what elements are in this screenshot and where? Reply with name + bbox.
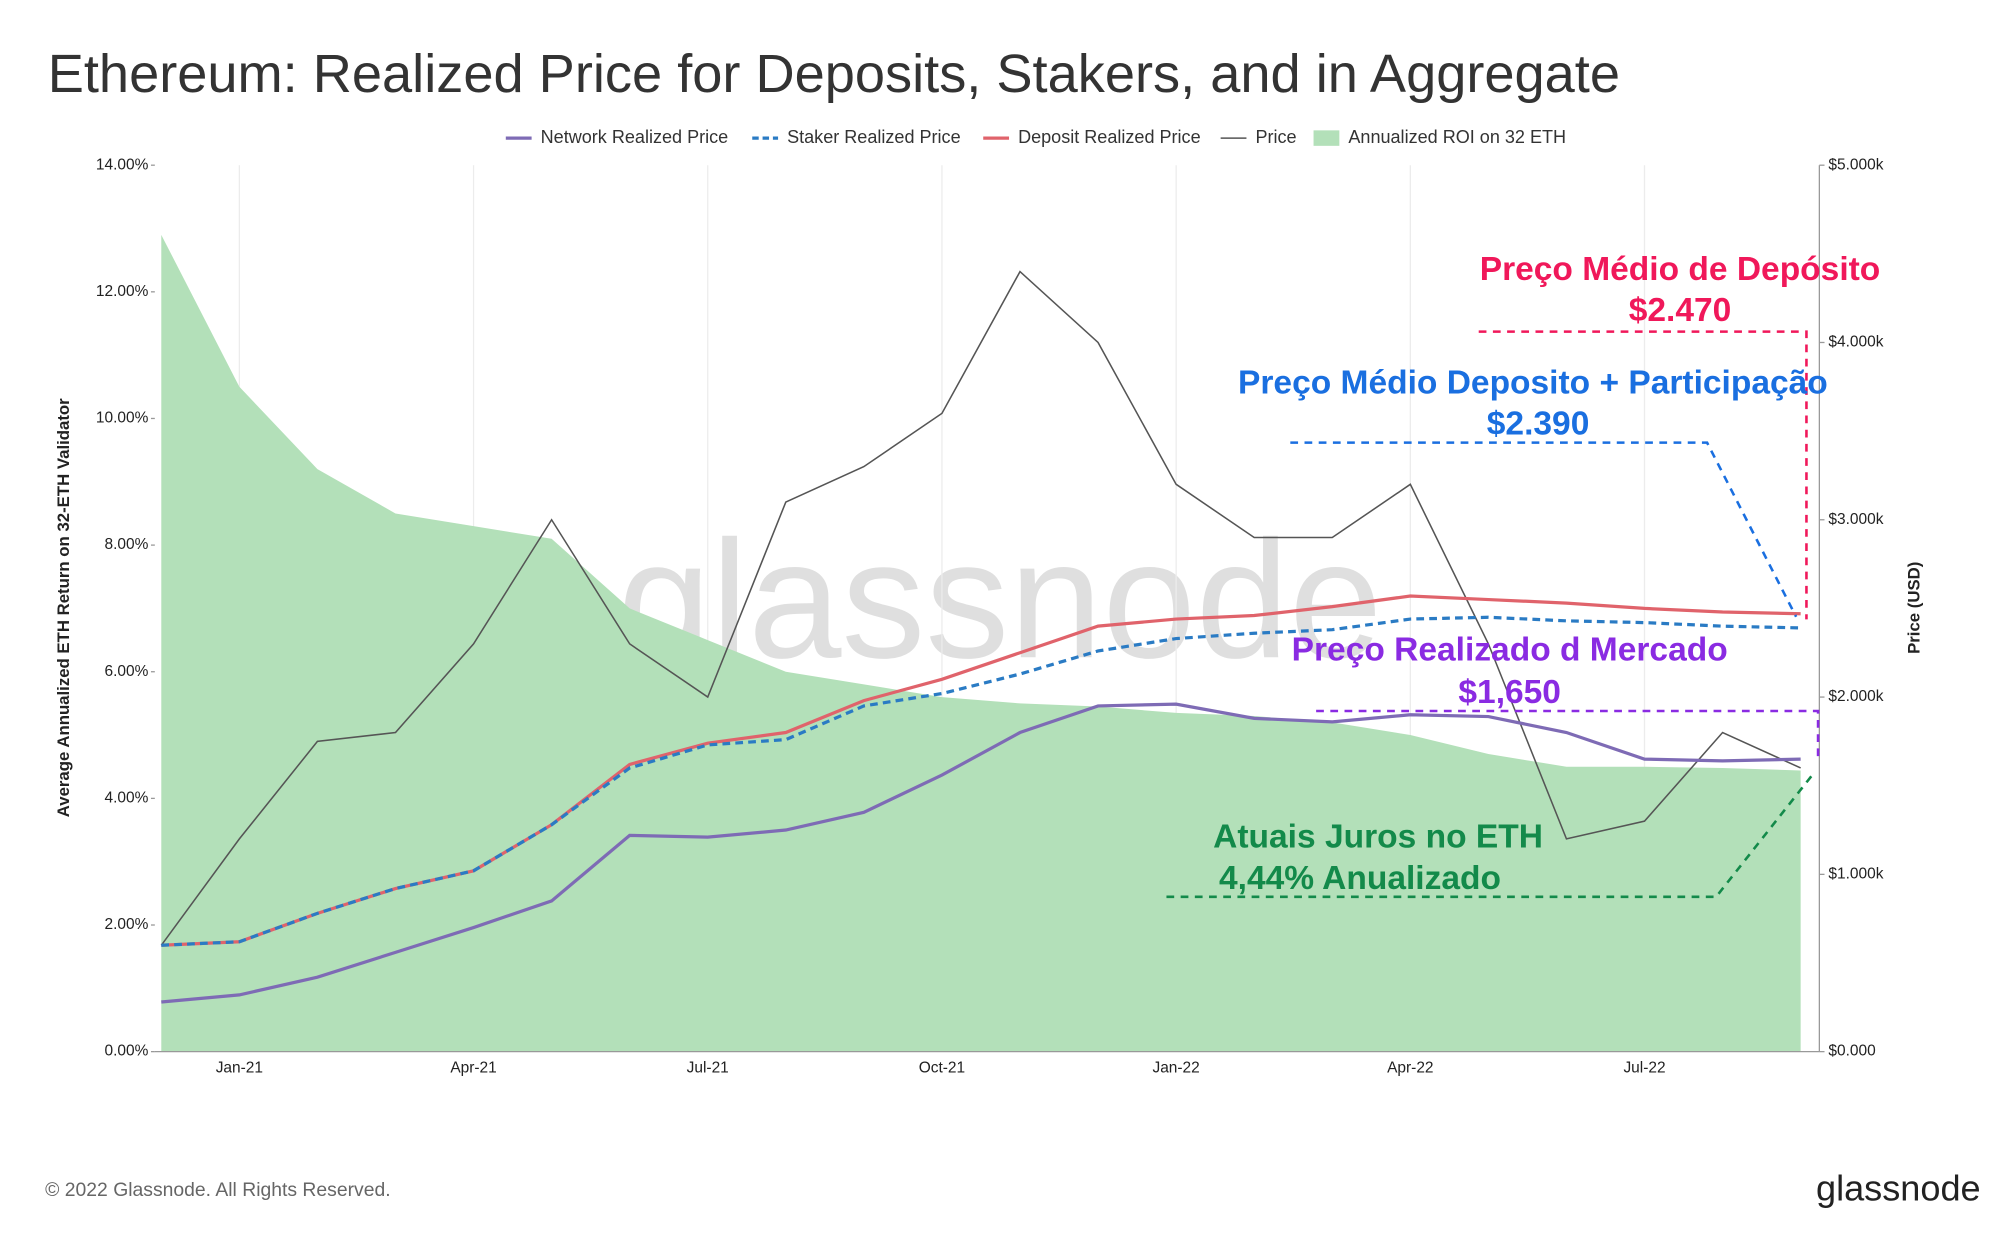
y2-tick-label: $2.000k — [1828, 688, 1883, 705]
y-tick-label: 8.00% — [105, 536, 149, 553]
annotation: Preço Médio de Depósito — [1480, 251, 1881, 288]
y-tick-label: 14.00% — [96, 156, 149, 173]
y2-tick-label: $3.000k — [1828, 511, 1883, 528]
annotation: $2.470 — [1629, 292, 1732, 329]
series-line — [161, 594, 1801, 947]
annotation: $2.390 — [1487, 406, 1590, 443]
x-tick-label: Jan-21 — [216, 1060, 263, 1077]
annotation: Preço Médio Deposito + Participação — [1238, 364, 1828, 401]
annotation: Atuais Juros no ETH — [1213, 819, 1543, 856]
annotation-line — [1316, 709, 1820, 759]
roi-area — [161, 234, 1801, 1052]
x-tick-label: Apr-21 — [450, 1060, 496, 1077]
x-tick-label: Oct-21 — [919, 1060, 965, 1077]
y-tick-label: 10.00% — [96, 410, 149, 427]
annotation-line — [1166, 773, 1814, 899]
x-tick-label: Apr-22 — [1387, 1060, 1433, 1077]
annotation: $1,650 — [1458, 674, 1561, 711]
legend-label: Network Realized Price — [541, 127, 729, 147]
legend-label: Deposit Realized Price — [1018, 127, 1201, 147]
y2-axis-label: Price (USD) — [1904, 562, 1923, 654]
y-axis-label: Average Annualized ETH Return on 32-ETH … — [54, 398, 73, 817]
legend-label: Price — [1255, 127, 1296, 147]
y2-tick-label: $0.000 — [1828, 1043, 1875, 1060]
legend-label: Staker Realized Price — [787, 127, 961, 147]
annotation: 4,44% Anualizado — [1219, 860, 1501, 897]
footer: © 2022 Glassnode. All Rights Reserved. — [45, 1179, 390, 1201]
plot-area: Jan-21 Apr-21 Jul-21 Oct-21 Jan-22 Apr-22 Jul-… — [96, 156, 1884, 1076]
y2-tick-label: $4.000k — [1828, 334, 1883, 351]
legend-swatch — [1313, 130, 1340, 146]
y-tick-label: 12.00% — [96, 283, 149, 300]
y2-tick-label: $5.000k — [1828, 156, 1883, 173]
annotation-line — [1290, 441, 1798, 618]
logo: glassnode — [1816, 1168, 1981, 1209]
chart-title: Ethereum: Realized Price for Deposits, S… — [48, 44, 1620, 104]
series-line — [161, 702, 1801, 1004]
y2-tick-label: $1.000k — [1828, 865, 1883, 882]
legend-label: Annualized ROI on 32 ETH — [1348, 127, 1566, 147]
y-tick-label: 2.00% — [105, 916, 149, 933]
y-tick-label: 6.00% — [105, 663, 149, 680]
y-tick-label: 4.00% — [105, 789, 149, 806]
annotation: Preço Realizado d Mercado — [1292, 632, 1728, 669]
annotation-line — [1478, 330, 1808, 620]
x-tick-label: Jul-21 — [687, 1060, 729, 1077]
y-tick-label: 0.00% — [105, 1043, 149, 1060]
x-tick-label: Jul-22 — [1623, 1060, 1665, 1077]
x-tick-label: Jan-22 — [1152, 1060, 1199, 1077]
series-line — [160, 270, 1801, 946]
annotations — [1166, 330, 1820, 899]
